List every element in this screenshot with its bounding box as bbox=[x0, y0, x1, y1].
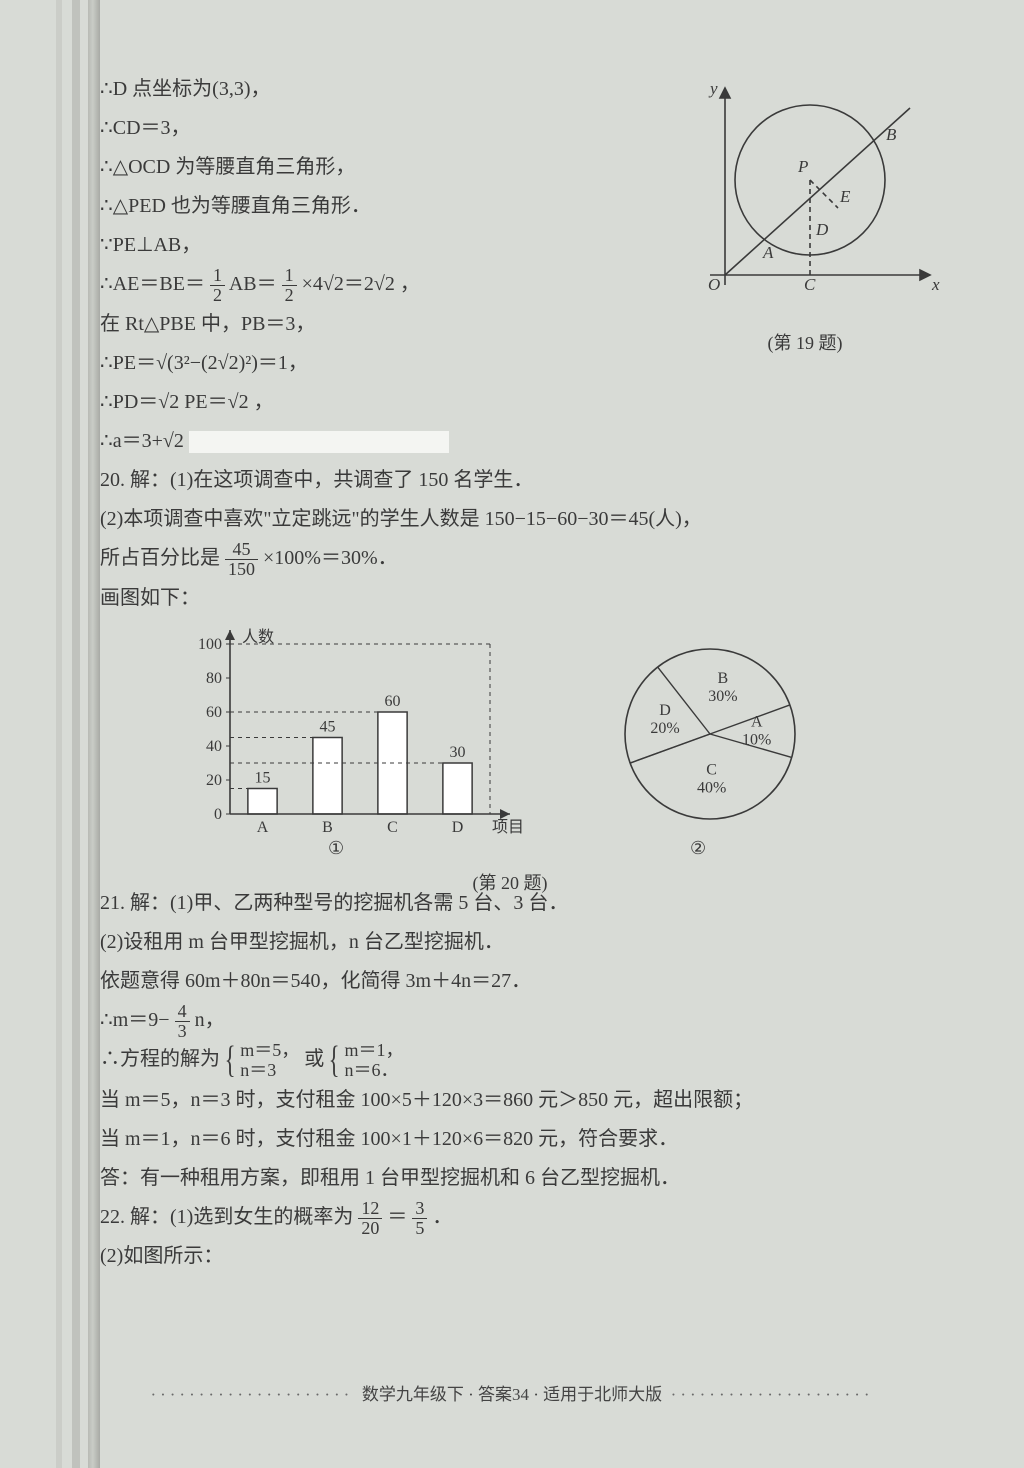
svg-text:0: 0 bbox=[214, 806, 222, 823]
q22-line: (2)如图所示： bbox=[100, 1237, 920, 1276]
q21-line: 依题意得 60m＋80n＝540，化简得 3m＋4n＝27． bbox=[100, 962, 920, 1001]
q20-line: 所占百分比是 45150 ×100%＝30%． bbox=[100, 539, 920, 579]
chart-sub-2: ② bbox=[690, 838, 706, 859]
svg-text:D: D bbox=[659, 702, 671, 719]
q21-line: ∴方程的解为 { m＝5，n＝3 或 { m＝1，n＝6． bbox=[100, 1040, 920, 1080]
svg-text:B: B bbox=[322, 819, 333, 836]
svg-text:30%: 30% bbox=[708, 688, 737, 705]
figure-19-caption: (第 19 题) bbox=[670, 329, 940, 355]
svg-text:D: D bbox=[452, 819, 464, 836]
svg-text:100: 100 bbox=[198, 636, 222, 653]
proof-line: ∴a＝3+√2 bbox=[100, 422, 920, 461]
svg-text:B: B bbox=[718, 670, 729, 687]
svg-text:项目: 项目 bbox=[492, 819, 524, 836]
point-O: O bbox=[708, 275, 720, 294]
svg-text:20%: 20% bbox=[650, 720, 679, 737]
svg-text:40: 40 bbox=[206, 738, 222, 755]
q20-line: (2)本项调查中喜欢"立定跳远"的学生人数是 150−15−60−30＝45(人… bbox=[100, 500, 920, 539]
axis-y-label: y bbox=[708, 79, 718, 98]
point-B: B bbox=[886, 125, 897, 144]
q22-line: 22. 解：(1)选到女生的概率为 1220 ＝ 35 ． bbox=[100, 1198, 920, 1238]
svg-text:45: 45 bbox=[320, 718, 336, 735]
q20-charts: 02040608010015A45B60C30D人数项目 D20%B30%A10… bbox=[100, 624, 920, 884]
point-C: C bbox=[804, 275, 816, 294]
svg-text:60: 60 bbox=[206, 704, 222, 721]
chart-sub-1: ① bbox=[328, 838, 344, 859]
q21-line: 当 m＝1，n＝6 时，支付租金 100×1＋120×6＝820 元，符合要求． bbox=[100, 1120, 920, 1159]
point-P: P bbox=[797, 157, 808, 176]
svg-text:10%: 10% bbox=[742, 731, 771, 748]
q20-line: 画图如下： bbox=[100, 579, 920, 618]
q21-line: ∴m＝9− 43 n， bbox=[100, 1001, 920, 1041]
svg-text:人数: 人数 bbox=[242, 628, 274, 646]
point-E: E bbox=[839, 187, 851, 206]
svg-text:40%: 40% bbox=[697, 779, 726, 796]
svg-text:C: C bbox=[706, 761, 717, 778]
bar-chart: 0 20 40 60 80 100 15 A 45 B 60 C 30 D 人数项目 bbox=[180, 624, 540, 864]
footer-text: 数学九年级下 · 答案34 · 适用于北师大版 bbox=[362, 1385, 662, 1404]
pie-chart: D20% B30% A10% C40% bbox=[600, 634, 820, 854]
figure-19: x y O A B C D E P (第 19 题) bbox=[670, 60, 940, 320]
svg-text:60: 60 bbox=[385, 693, 401, 710]
q20-caption: (第 20 题) bbox=[260, 869, 760, 895]
svg-text:A: A bbox=[751, 713, 763, 730]
svg-text:30: 30 bbox=[450, 744, 466, 761]
q21-line: 当 m＝5，n＝3 时，支付租金 100×5＋120×3＝860 元＞850 元… bbox=[100, 1081, 920, 1120]
q21-line: 答：有一种租用方案，即租用 1 台甲型挖掘机和 6 台乙型挖掘机． bbox=[100, 1159, 920, 1198]
redacted-region bbox=[189, 431, 449, 453]
point-A: A bbox=[762, 243, 774, 262]
proof-line: ∴PD＝√2 PE＝√2 ， bbox=[100, 383, 920, 422]
svg-text:15: 15 bbox=[255, 769, 271, 786]
svg-text:20: 20 bbox=[206, 772, 222, 789]
svg-text:C: C bbox=[387, 819, 398, 836]
svg-text:80: 80 bbox=[206, 670, 222, 687]
q21-line: (2)设租用 m 台甲型挖掘机，n 台乙型挖掘机． bbox=[100, 923, 920, 962]
axis-x-label: x bbox=[931, 275, 940, 294]
svg-text:A: A bbox=[257, 819, 269, 836]
q20-line: 20. 解：(1)在这项调查中，共调查了 150 名学生． bbox=[100, 461, 920, 500]
point-D: D bbox=[815, 220, 829, 239]
page-footer: ····················· 数学九年级下 · 答案34 · 适用… bbox=[0, 1380, 1024, 1405]
